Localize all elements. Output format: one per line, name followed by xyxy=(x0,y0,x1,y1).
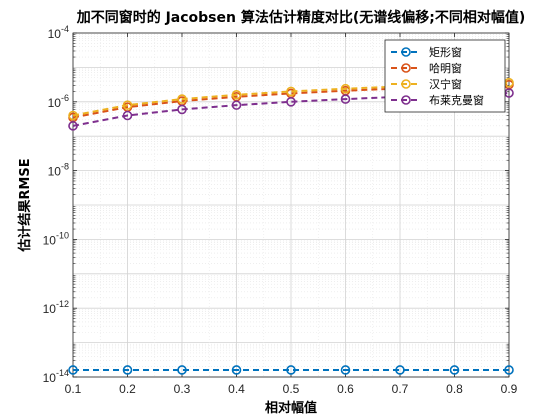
data-point xyxy=(286,86,296,97)
legend-label: 汉宁窗 xyxy=(429,77,462,91)
x-tick-label: 0.4 xyxy=(228,382,245,396)
x-tick-label: 0.2 xyxy=(119,382,136,396)
x-tick-label: 0.3 xyxy=(174,382,191,396)
legend-marker xyxy=(401,63,411,73)
legend-item: 布莱克曼窗 xyxy=(391,93,484,107)
data-point xyxy=(177,94,187,104)
y-tick-label: 10-10 xyxy=(43,230,69,247)
y-tick-label: 10-6 xyxy=(48,93,69,110)
data-point xyxy=(122,100,133,110)
y-tick-label: 10-14 xyxy=(43,368,69,385)
x-tick-label: 0.9 xyxy=(501,382,518,396)
data-point xyxy=(231,89,242,100)
data-point xyxy=(68,365,78,375)
data-point xyxy=(395,365,405,375)
legend-item: 哈明窗 xyxy=(391,61,462,75)
x-tick-label: 0.7 xyxy=(392,382,409,396)
legend-marker xyxy=(401,95,411,105)
data-point xyxy=(340,365,351,375)
data-point xyxy=(231,100,242,110)
data-point xyxy=(68,110,78,121)
data-point xyxy=(231,365,242,375)
chart-title: 加不同窗时的 Jacobsen 算法估计精度对比(无谱线偏移;不同相对幅值) xyxy=(76,9,526,26)
x-axis-label: 相对幅值 xyxy=(265,400,317,416)
y-tick-label: 10-8 xyxy=(48,162,69,179)
data-point xyxy=(340,94,351,104)
x-tick-label: 0.6 xyxy=(337,382,354,396)
data-point xyxy=(122,110,133,121)
data-point xyxy=(286,97,296,107)
data-point xyxy=(122,365,133,375)
legend-item: 汉宁窗 xyxy=(391,77,462,91)
x-tick-label: 0.8 xyxy=(446,382,463,396)
data-point xyxy=(177,365,187,375)
y-tick-label: 10-12 xyxy=(43,299,69,316)
legend-label: 矩形窗 xyxy=(429,45,462,59)
grid xyxy=(72,32,510,378)
data-point xyxy=(340,83,351,94)
x-tick-label: 0.5 xyxy=(283,382,300,396)
data-point xyxy=(449,365,460,375)
data-point xyxy=(504,365,514,375)
x-tick-label: 0.1 xyxy=(65,382,82,396)
legend-marker xyxy=(401,47,411,57)
axes: 0.1 0.2 0.3 0.4 0.5 0.6 0.7 0.8 0.9 10-14 10-12 10-… xyxy=(43,24,518,396)
legend-label: 哈明窗 xyxy=(429,61,462,75)
y-tick-label: 10-4 xyxy=(48,24,69,41)
data-point xyxy=(177,104,187,115)
series-1 xyxy=(68,365,514,375)
data-point xyxy=(286,365,296,375)
legend-label: 布莱克曼窗 xyxy=(429,93,484,107)
y-axis-label: 估计结果RMSE xyxy=(17,158,33,252)
data-point xyxy=(68,121,78,131)
legend-marker xyxy=(401,79,411,89)
legend-item: 矩形窗 xyxy=(391,45,462,59)
